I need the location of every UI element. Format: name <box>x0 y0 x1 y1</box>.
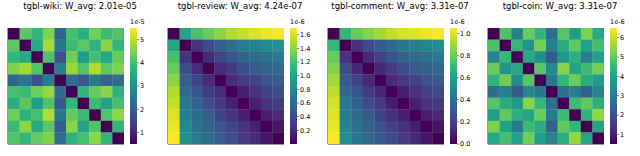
svg-text:0.2: 0.2 <box>300 127 310 135</box>
svg-text:2: 2 <box>140 106 144 114</box>
svg-text:1e-5: 1e-5 <box>130 18 145 26</box>
svg-text:1e-6: 1e-6 <box>610 18 625 26</box>
svg-text:5: 5 <box>140 36 144 44</box>
svg-text:6: 6 <box>620 34 624 42</box>
html-text:tgbl-wiki: W_avg: 2.01e-05: tgbl-wiki: W_avg: 2.01e-05 <box>23 1 137 11</box>
html-text:tgbl-coin: W_avg: 3.31e-07: tgbl-coin: W_avg: 3.31e-07 <box>502 1 618 11</box>
svg-text:0.4: 0.4 <box>300 113 310 121</box>
html-text:tgbl-comment: W_avg: 3.31e-07: tgbl-comment: W_avg: 3.31e-07 <box>331 1 469 11</box>
svg-text:3: 3 <box>140 82 144 90</box>
svg-text:1.2: 1.2 <box>300 58 310 66</box>
html-text:tgbl-review: W_avg: 4.24e-07: tgbl-review: W_avg: 4.24e-07 <box>177 1 303 11</box>
svg-text:1: 1 <box>140 129 144 137</box>
svg-text:3: 3 <box>620 92 624 100</box>
svg-text:1e-6: 1e-6 <box>450 18 465 26</box>
svg-text:0.4: 0.4 <box>460 96 470 104</box>
svg-text:1.0: 1.0 <box>300 72 310 80</box>
svg-text:4: 4 <box>140 59 144 67</box>
svg-text:2: 2 <box>620 111 624 119</box>
svg-text:0.6: 0.6 <box>300 99 310 107</box>
svg-text:1e-6: 1e-6 <box>290 18 305 26</box>
svg-text:4: 4 <box>620 73 624 81</box>
svg-text:0.8: 0.8 <box>300 86 310 94</box>
svg-text:5: 5 <box>620 53 624 61</box>
svg-text:1: 1 <box>620 131 624 139</box>
svg-text:0.6: 0.6 <box>460 74 470 82</box>
svg-text:1.0: 1.0 <box>460 30 470 38</box>
svg-text:0.2: 0.2 <box>460 118 470 126</box>
svg-text:0.0: 0.0 <box>460 140 470 148</box>
svg-text:0.8: 0.8 <box>460 52 470 60</box>
svg-text:1.6: 1.6 <box>300 31 310 39</box>
svg-text:1.4: 1.4 <box>300 45 310 53</box>
